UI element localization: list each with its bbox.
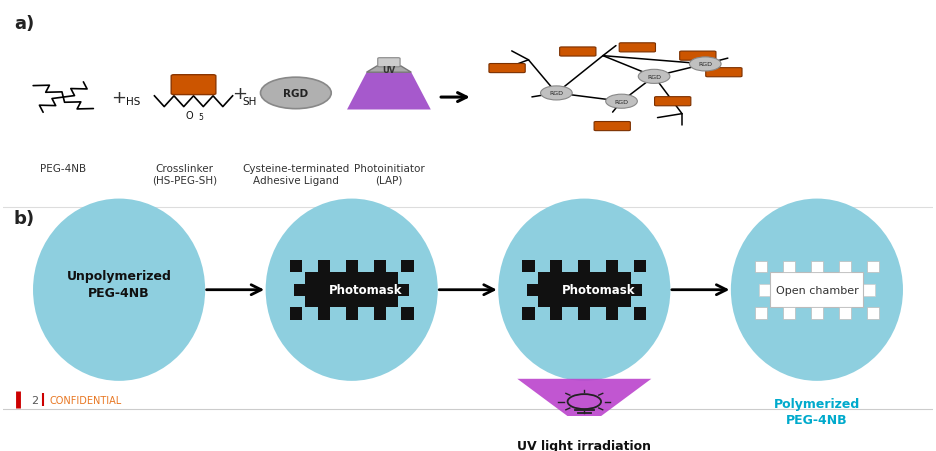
FancyBboxPatch shape	[527, 284, 538, 296]
FancyBboxPatch shape	[560, 48, 596, 57]
Text: UV light irradiation: UV light irradiation	[518, 439, 651, 451]
Circle shape	[638, 70, 670, 84]
Bar	[782, 261, 795, 272]
Ellipse shape	[731, 199, 903, 381]
Bar	[755, 261, 768, 272]
Bar	[550, 308, 563, 320]
Text: 2: 2	[31, 395, 37, 405]
Polygon shape	[518, 379, 651, 428]
Bar	[317, 260, 329, 272]
Bar	[317, 308, 329, 320]
Bar	[634, 308, 646, 320]
FancyBboxPatch shape	[631, 284, 642, 296]
FancyBboxPatch shape	[620, 44, 655, 53]
Circle shape	[606, 95, 637, 109]
Bar	[578, 308, 591, 320]
Text: Photoinitiator
(LAP): Photoinitiator (LAP)	[354, 164, 424, 185]
Bar	[867, 308, 879, 319]
Text: O: O	[186, 110, 194, 120]
FancyBboxPatch shape	[294, 284, 305, 296]
FancyBboxPatch shape	[538, 272, 631, 308]
Bar	[770, 272, 863, 308]
Text: RGD: RGD	[284, 89, 309, 99]
Text: +: +	[232, 85, 247, 103]
Text: Crosslinker
(HS-PEG-SH): Crosslinker (HS-PEG-SH)	[152, 164, 217, 185]
Circle shape	[541, 87, 572, 101]
Bar	[402, 260, 414, 272]
Bar	[634, 260, 646, 272]
Polygon shape	[347, 73, 431, 110]
Ellipse shape	[266, 199, 438, 381]
Ellipse shape	[33, 199, 205, 381]
Text: RGD: RGD	[615, 100, 628, 105]
Bar	[522, 308, 534, 320]
Bar	[607, 260, 619, 272]
Bar	[755, 308, 768, 319]
Bar	[811, 308, 823, 319]
Bar	[290, 308, 302, 320]
Bar	[290, 260, 302, 272]
Bar	[811, 261, 823, 272]
Text: b): b)	[14, 209, 35, 227]
FancyBboxPatch shape	[594, 122, 630, 131]
Circle shape	[260, 78, 331, 110]
Bar	[345, 260, 358, 272]
Text: Polymerized
PEG-4NB: Polymerized PEG-4NB	[774, 397, 860, 427]
Bar	[550, 260, 563, 272]
Text: Open chamber: Open chamber	[776, 285, 858, 295]
Polygon shape	[367, 67, 411, 73]
Bar	[867, 261, 879, 272]
FancyBboxPatch shape	[378, 59, 400, 68]
Text: Unpolymerized
PEG-4NB: Unpolymerized PEG-4NB	[66, 269, 171, 299]
Text: CONFIDENTIAL: CONFIDENTIAL	[50, 395, 122, 405]
Text: +: +	[111, 89, 126, 107]
Text: RGD: RGD	[647, 75, 661, 80]
Circle shape	[690, 58, 721, 72]
Text: 5: 5	[198, 113, 203, 122]
FancyBboxPatch shape	[680, 52, 716, 61]
Text: RGD: RGD	[549, 91, 563, 96]
Bar	[759, 284, 770, 296]
Bar	[373, 260, 386, 272]
FancyBboxPatch shape	[305, 272, 398, 308]
Text: UV: UV	[382, 66, 396, 75]
Text: HS: HS	[126, 97, 140, 107]
FancyBboxPatch shape	[654, 97, 691, 106]
FancyBboxPatch shape	[171, 75, 216, 95]
Bar	[373, 308, 386, 320]
Text: RGD: RGD	[698, 62, 712, 67]
Bar	[839, 261, 851, 272]
Bar	[402, 308, 414, 320]
Bar	[607, 308, 619, 320]
Ellipse shape	[498, 199, 670, 381]
Text: Cysteine-terminated
Adhesive Ligand: Cysteine-terminated Adhesive Ligand	[242, 164, 349, 185]
Text: a): a)	[14, 15, 35, 33]
Bar	[522, 260, 534, 272]
Text: Photomask: Photomask	[562, 284, 635, 297]
FancyBboxPatch shape	[706, 69, 742, 78]
Bar	[782, 308, 795, 319]
FancyBboxPatch shape	[398, 284, 409, 296]
FancyBboxPatch shape	[489, 64, 525, 74]
Text: Photomask: Photomask	[329, 284, 402, 297]
Text: SH: SH	[241, 97, 256, 107]
Bar	[345, 308, 358, 320]
Bar	[839, 308, 851, 319]
Bar	[578, 260, 591, 272]
Bar	[863, 284, 874, 296]
Text: PEG-4NB: PEG-4NB	[40, 164, 86, 174]
